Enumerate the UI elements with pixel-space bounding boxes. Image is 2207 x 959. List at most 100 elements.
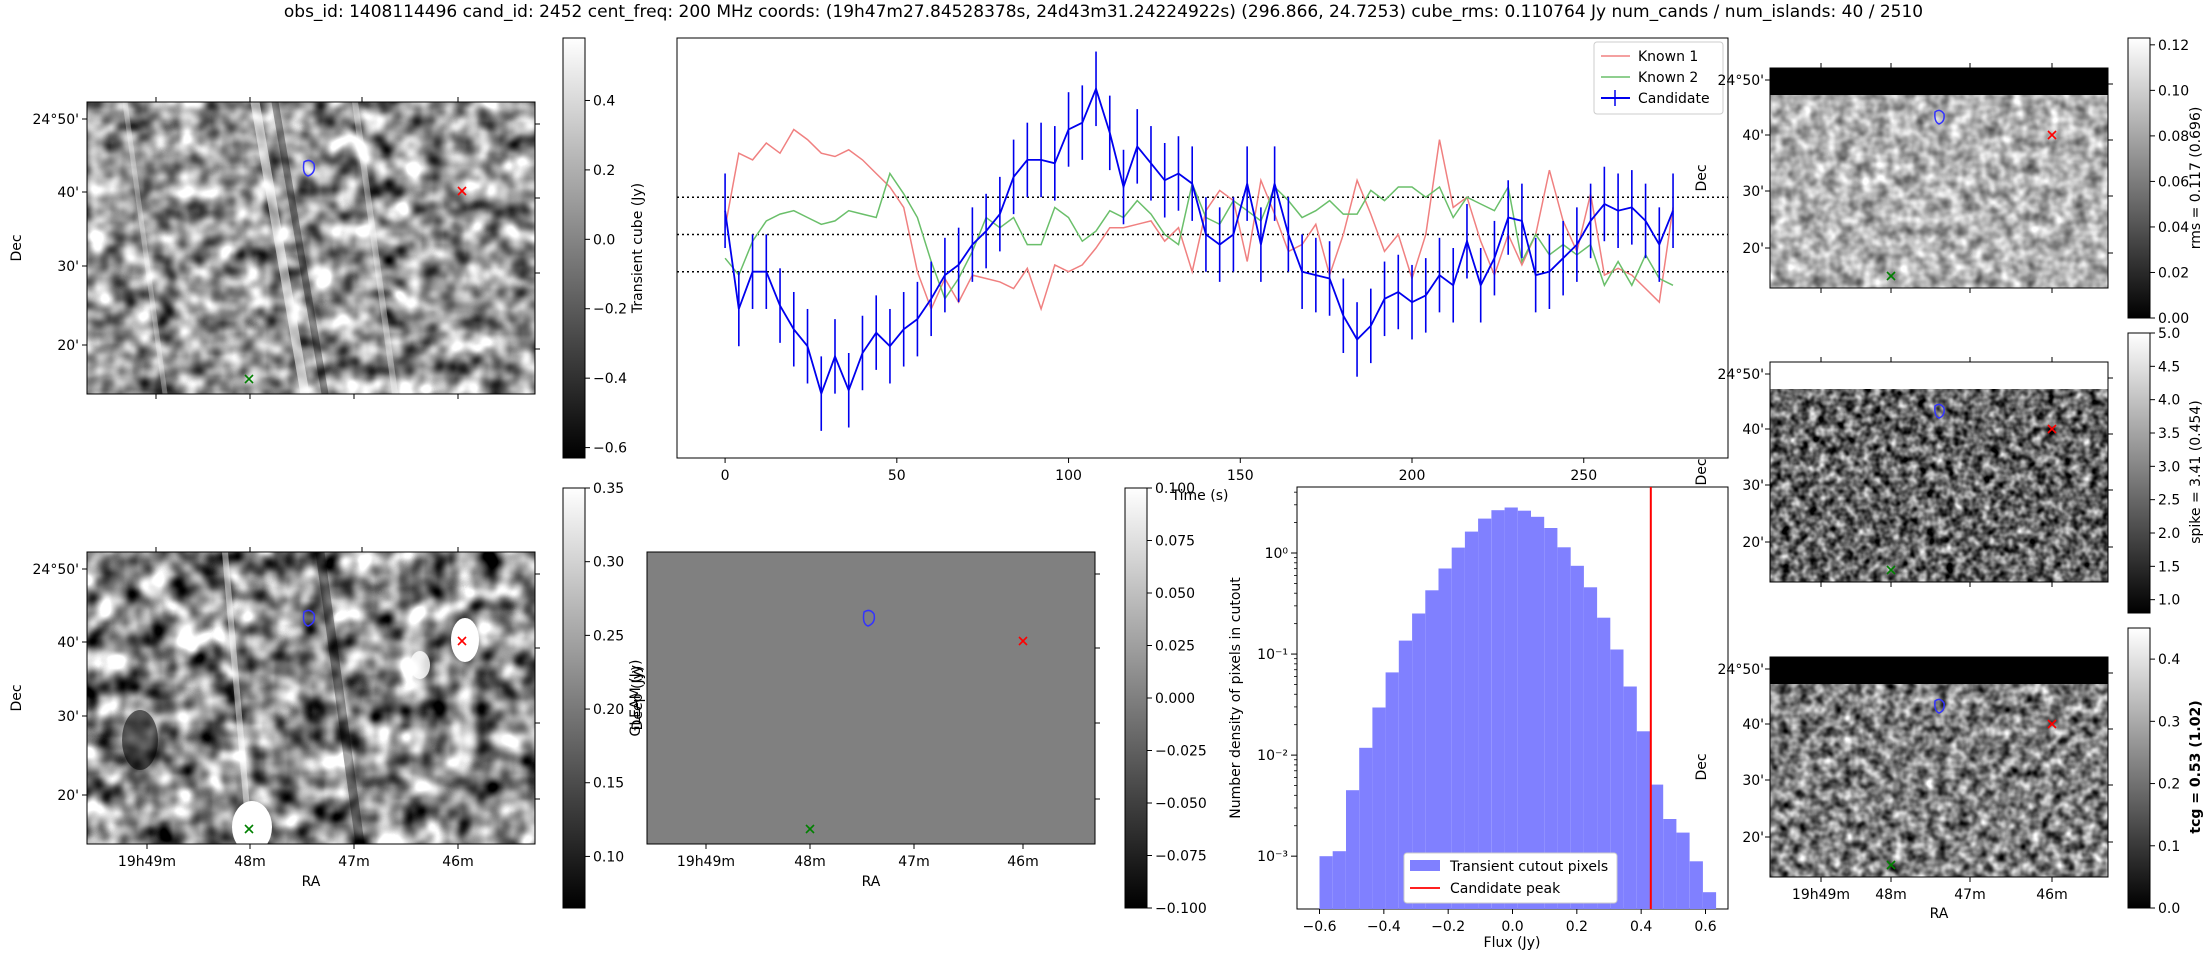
deep-cutout-features bbox=[122, 552, 479, 844]
histogram-bar bbox=[1398, 640, 1412, 909]
x-tick-label: 0 bbox=[721, 468, 730, 484]
known-1-line bbox=[724, 128, 1674, 312]
y-tick-label: 10⁰ bbox=[1265, 546, 1289, 562]
histogram-bar bbox=[1372, 707, 1386, 909]
red-x-marker bbox=[457, 636, 467, 646]
colorbar-tick-label: 0.0 bbox=[593, 232, 615, 248]
dec-tick-label: 30' bbox=[57, 259, 79, 275]
histogram-bar bbox=[1689, 861, 1703, 909]
colorbar-label: tcg = 0.53 (1.02) bbox=[2188, 700, 2204, 833]
tcg-cutout-image bbox=[1770, 657, 2108, 877]
colorbar-ticks: 0.35 0.30 0.25 0.20 0.15 0.10 bbox=[585, 481, 624, 865]
ra-tick-label: 48m bbox=[794, 854, 825, 870]
histogram-bar bbox=[1385, 672, 1399, 909]
colorbar-label: GLEAM (Jy) bbox=[628, 660, 644, 737]
colorbar-tick-label: 0.08 bbox=[2158, 129, 2189, 145]
legend-swatch-transient-pixels bbox=[1410, 860, 1440, 871]
histogram-bar bbox=[1359, 747, 1373, 909]
colorbar-ticks: 5.0 4.5 4.0 3.5 3.0 2.5 2.0 1.5 1.0 bbox=[2150, 326, 2180, 609]
lightcurve-x-label: Time (s) bbox=[1171, 488, 1229, 504]
colorbar-tick-label: 0.4 bbox=[593, 93, 615, 109]
ra-tick-label: 46m bbox=[2036, 887, 2067, 903]
histogram-x-label: Flux (Jy) bbox=[1484, 935, 1541, 951]
colorbar-ticks: 0.12 0.10 0.08 0.06 0.04 0.02 0.00 bbox=[2150, 38, 2189, 327]
dec-tick-label: 30' bbox=[1742, 478, 1764, 494]
dec-tick-label: 40' bbox=[1742, 422, 1764, 438]
x-tick-label: 100 bbox=[1055, 468, 1082, 484]
legend-label-candidate: Candidate bbox=[1638, 91, 1710, 107]
histogram-bar bbox=[1332, 851, 1346, 909]
legend-label-candidate-peak: Candidate peak bbox=[1450, 881, 1561, 897]
colorbar-ticks: 0.4 0.3 0.2 0.1 0.0 bbox=[2150, 652, 2180, 917]
ra-tick-label: 19h49m bbox=[1792, 887, 1850, 903]
colorbar-tick-label: 0.3 bbox=[2158, 714, 2180, 730]
dec-tick-label: 40' bbox=[57, 185, 79, 201]
colorbar-tick-label: 0.100 bbox=[1155, 481, 1195, 497]
candidate-contour bbox=[1934, 403, 1945, 419]
dec-tick-label: 40' bbox=[57, 635, 79, 651]
histogram-bar bbox=[1319, 856, 1333, 909]
dec-axis-label: Dec bbox=[9, 234, 25, 261]
colorbar-tick-label: −0.050 bbox=[1155, 796, 1207, 812]
ra-tick-label: 48m bbox=[1875, 887, 1906, 903]
colorbar-tick-label: 0.30 bbox=[593, 555, 624, 571]
histogram-bar bbox=[1610, 649, 1624, 909]
histogram-y-label: Number density of pixels in cutout bbox=[1228, 577, 1244, 819]
gleam-cutout-image bbox=[646, 551, 1096, 845]
histogram-bar bbox=[1676, 832, 1690, 909]
threshold-lines bbox=[677, 196, 1728, 273]
candidate-line bbox=[724, 86, 1674, 397]
transient-cutout-image bbox=[87, 102, 535, 394]
known-2-line bbox=[724, 171, 1674, 301]
colorbar-tick-label: 0.04 bbox=[2158, 220, 2189, 236]
x-tick-label: 0.0 bbox=[1501, 919, 1523, 935]
colorbar-tick-label: 4.0 bbox=[2158, 393, 2180, 409]
dec-axis-label: Dec bbox=[9, 684, 25, 711]
colorbar-tick-label: 0.12 bbox=[2158, 38, 2189, 54]
histogram-bar bbox=[1702, 892, 1717, 909]
dec-tick-label: 20' bbox=[1742, 830, 1764, 846]
rms-colorbar bbox=[2127, 37, 2151, 319]
histogram-x-ticks: −0.6 −0.4 −0.2 0.0 0.2 0.4 0.6 bbox=[1303, 909, 1717, 935]
legend-label-known-2: Known 2 bbox=[1638, 70, 1698, 86]
dec-tick-label: 40' bbox=[1742, 717, 1764, 733]
colorbar-tick-label: 0.4 bbox=[2158, 652, 2180, 668]
lightcurve-series bbox=[724, 51, 1674, 431]
x-tick-label: −0.6 bbox=[1303, 919, 1337, 935]
colorbar-tick-label: 0.20 bbox=[593, 702, 624, 718]
y-tick-label: 10⁻¹ bbox=[1257, 647, 1288, 663]
x-tick-label: 250 bbox=[1570, 468, 1597, 484]
colorbar-tick-label: 5.0 bbox=[2158, 326, 2180, 342]
histogram-bar bbox=[1346, 790, 1360, 909]
x-tick-label: 150 bbox=[1227, 468, 1254, 484]
histogram-bar bbox=[1504, 507, 1518, 909]
ra-tick-label: 46m bbox=[442, 854, 473, 870]
colorbar-tick-label: 3.5 bbox=[2158, 426, 2180, 442]
deep-colorbar bbox=[562, 487, 586, 909]
spike-colorbar bbox=[2127, 332, 2151, 614]
histogram-bar bbox=[1623, 686, 1637, 909]
lightcurve-x-ticks: 0 50 100 150 200 250 bbox=[721, 458, 1597, 484]
deep-cutout-panel: 24°50' 40' 30' 20' 19h49m 48m 47m 46m RA… bbox=[9, 481, 646, 909]
colorbar-tick-label: 1.5 bbox=[2158, 559, 2180, 575]
colorbar-tick-label: −0.6 bbox=[593, 441, 627, 457]
transient-cutout-streaks bbox=[122, 102, 398, 394]
histogram-y-ticks: 10⁰ 10⁻¹ 10⁻² 10⁻³ bbox=[1257, 491, 1297, 865]
dec-tick-label: 24°50' bbox=[1718, 367, 1764, 383]
histogram-bar bbox=[1650, 784, 1664, 909]
colorbar-tick-label: 0.35 bbox=[593, 481, 624, 497]
tcg-cutout-panel: 24°50' 40' 30' 20' 19h49m 48m 47m 46m RA… bbox=[1694, 627, 2204, 922]
colorbar-tick-label: 0.15 bbox=[593, 776, 624, 792]
gleam-colorbar bbox=[1124, 487, 1148, 909]
spike-cutout-panel: 24°50' 40' 30' 20' Dec 5.0 4.5 4.0 3.5 3.0 2.… bbox=[1694, 326, 2204, 614]
histogram-bar bbox=[1464, 531, 1479, 909]
x-tick-label: 50 bbox=[888, 468, 906, 484]
dec-tick-label: 20' bbox=[1742, 535, 1764, 551]
histogram-legend: Transient cutout pixels Candidate peak bbox=[1403, 852, 1618, 904]
histogram-panel: −0.6 −0.4 −0.2 0.0 0.2 0.4 0.6 10⁰ 10⁻¹ 10⁻² 10⁻³… bbox=[1228, 486, 1729, 951]
green-x-marker bbox=[1886, 271, 1896, 281]
dec-tick-label: 20' bbox=[57, 788, 79, 804]
colorbar-tick-label: −0.025 bbox=[1155, 744, 1207, 760]
colorbar-tick-label: 1.0 bbox=[2158, 593, 2180, 609]
colorbar-tick-label: 0.025 bbox=[1155, 639, 1195, 655]
